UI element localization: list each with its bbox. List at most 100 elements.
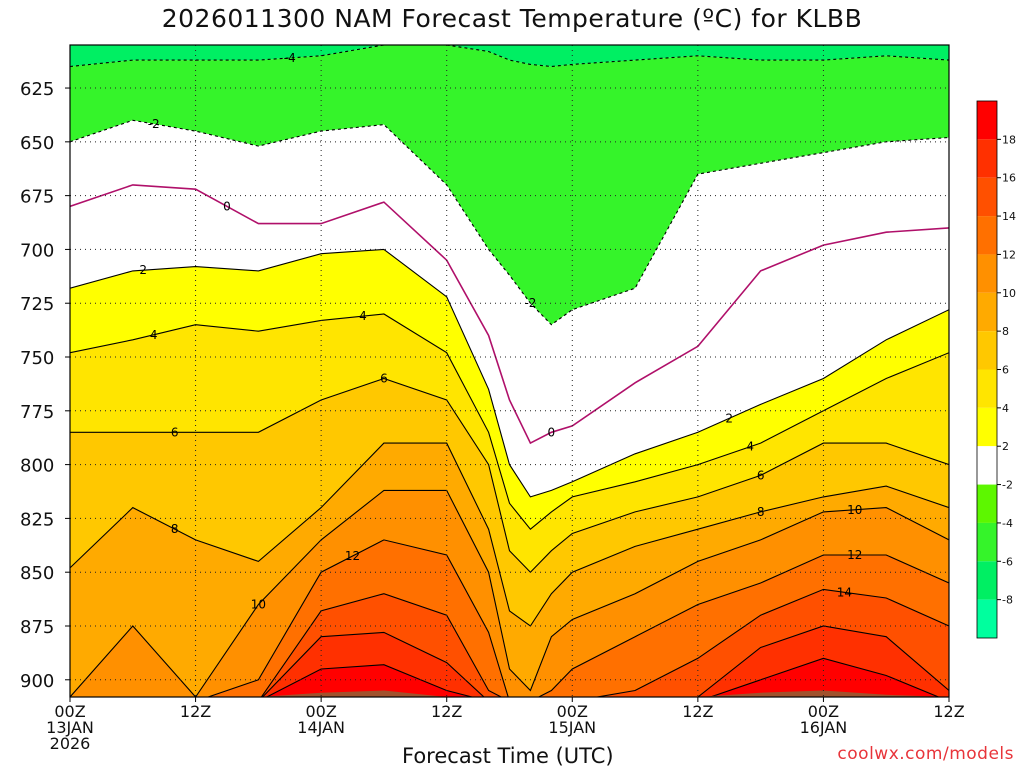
y-tick-label: 850 bbox=[20, 563, 54, 584]
colorbar-label: 10 bbox=[1002, 287, 1016, 300]
y-tick-label: 800 bbox=[20, 456, 54, 477]
contour-label: 10 bbox=[847, 503, 862, 517]
colorbar-label: 2 bbox=[1002, 440, 1009, 453]
temperature-band-10 bbox=[261, 589, 949, 697]
contour-label: -2 bbox=[148, 117, 160, 131]
colorbar-label: 16 bbox=[1002, 172, 1016, 185]
colorbar-label: 6 bbox=[1002, 364, 1009, 377]
contour-label: 4 bbox=[746, 440, 754, 454]
contour-label: 8 bbox=[171, 522, 179, 536]
contour-label: 12 bbox=[345, 549, 360, 563]
temperature-band-7 bbox=[70, 443, 949, 697]
terrain-surface bbox=[258, 690, 949, 697]
temperature-band-1 bbox=[70, 45, 949, 325]
x-tick-label: 00Z bbox=[557, 702, 588, 721]
colorbar-label: 8 bbox=[1002, 325, 1009, 338]
colorbar-swatch bbox=[977, 369, 997, 408]
contour-label: 10 bbox=[251, 597, 266, 611]
temperature-band-4 bbox=[70, 249, 949, 530]
isotherm-14 bbox=[260, 588, 949, 697]
y-tick-label: 900 bbox=[20, 671, 54, 692]
colorbar-label: -6 bbox=[1002, 555, 1013, 568]
y-tick-label: 650 bbox=[20, 133, 54, 154]
colorbar-label: 18 bbox=[1002, 133, 1016, 146]
colorbar-label: -2 bbox=[1002, 479, 1013, 492]
isotherm-6 bbox=[70, 377, 949, 573]
x-tick-label: 12Z bbox=[933, 702, 964, 721]
temperature-band-2 bbox=[70, 120, 949, 444]
contour-label: 8 bbox=[757, 505, 765, 519]
y-tick-label: 700 bbox=[20, 240, 54, 261]
isotherm-0 bbox=[70, 184, 949, 445]
contour-label: 0 bbox=[223, 199, 231, 213]
colorbar-swatch bbox=[977, 522, 997, 562]
temperature-band-9 bbox=[208, 539, 949, 697]
isotherm-8 bbox=[70, 442, 949, 627]
x-tick-label: 13JAN bbox=[46, 718, 94, 737]
colorbar-swatch bbox=[977, 254, 997, 293]
x-tick-label: 12Z bbox=[431, 702, 462, 721]
x-axis-title: Forecast Time (UTC) bbox=[402, 744, 614, 768]
temperature-band-11 bbox=[262, 626, 949, 697]
temperature-band-12 bbox=[266, 658, 939, 697]
colorbar-swatch bbox=[977, 561, 997, 600]
colorbar-swatch bbox=[977, 139, 997, 178]
contour-label: -4 bbox=[284, 51, 296, 65]
x-tick-label: 00Z bbox=[808, 702, 839, 721]
colorbar-label: -8 bbox=[1002, 594, 1013, 607]
contour-label: 6 bbox=[380, 372, 388, 386]
x-tick-label: 15JAN bbox=[548, 718, 596, 737]
y-tick-label: 675 bbox=[20, 187, 54, 208]
footer-credit: coolwx.com/models bbox=[837, 744, 1014, 764]
colorbar-swatch bbox=[977, 446, 997, 485]
colorbar-label: -4 bbox=[1002, 517, 1013, 530]
isotherm-2 bbox=[70, 248, 949, 498]
colorbar-label: 4 bbox=[1002, 402, 1009, 415]
chart-title: 2026011300 NAM Forecast Temperature (ºC)… bbox=[161, 4, 863, 33]
y-tick-label: 725 bbox=[20, 294, 54, 315]
x-tick-label: 16JAN bbox=[800, 718, 848, 737]
contour-label: 2 bbox=[139, 263, 147, 277]
contour-label: -2 bbox=[524, 296, 536, 310]
isotherm-4 bbox=[70, 313, 949, 530]
isotherm-minus2 bbox=[70, 119, 949, 326]
colorbar-swatch bbox=[977, 216, 997, 255]
x-tick-label: 2026 bbox=[50, 734, 91, 753]
temperature-band-5 bbox=[70, 314, 949, 573]
contour-label: 4 bbox=[359, 309, 367, 323]
contour-label: 0 bbox=[548, 425, 556, 439]
colorbar-swatch bbox=[977, 331, 997, 370]
colorbar-swatch bbox=[977, 101, 997, 140]
y-tick-label: 875 bbox=[20, 617, 54, 638]
x-tick-label: 00Z bbox=[305, 702, 336, 721]
x-tick-label: 12Z bbox=[682, 702, 713, 721]
contour-label: 14 bbox=[837, 585, 852, 599]
contour-label: 2 bbox=[725, 411, 733, 425]
isotherm-16 bbox=[261, 625, 949, 697]
x-tick-label: 00Z bbox=[54, 702, 85, 721]
plot-frame bbox=[69, 44, 950, 698]
isotherm-18 bbox=[265, 657, 940, 697]
contour-label: 12 bbox=[847, 548, 862, 562]
contour-label: 6 bbox=[171, 425, 179, 439]
colorbar-swatch bbox=[977, 484, 997, 523]
temperature-band-6 bbox=[70, 378, 949, 626]
temperature-band-0 bbox=[70, 45, 949, 67]
x-tick-label: 12Z bbox=[180, 702, 211, 721]
isotherm-10 bbox=[70, 489, 949, 697]
colorbar-swatch bbox=[977, 407, 997, 447]
isotherm-12 bbox=[206, 539, 949, 697]
y-tick-label: 825 bbox=[20, 509, 54, 530]
y-tick-label: 750 bbox=[20, 348, 54, 369]
y-tick-label: 775 bbox=[20, 402, 54, 423]
colorbar-swatch bbox=[977, 292, 997, 332]
contour-label: 4 bbox=[150, 328, 158, 342]
x-tick-label: 14JAN bbox=[297, 718, 345, 737]
temperature-band-3 bbox=[70, 184, 949, 497]
temperature-band-8 bbox=[70, 490, 949, 697]
colorbar-label: 14 bbox=[1002, 210, 1016, 223]
colorbar-swatch bbox=[977, 177, 997, 217]
contour-label: 6 bbox=[757, 468, 765, 482]
colorbar-label: 12 bbox=[1002, 248, 1016, 261]
